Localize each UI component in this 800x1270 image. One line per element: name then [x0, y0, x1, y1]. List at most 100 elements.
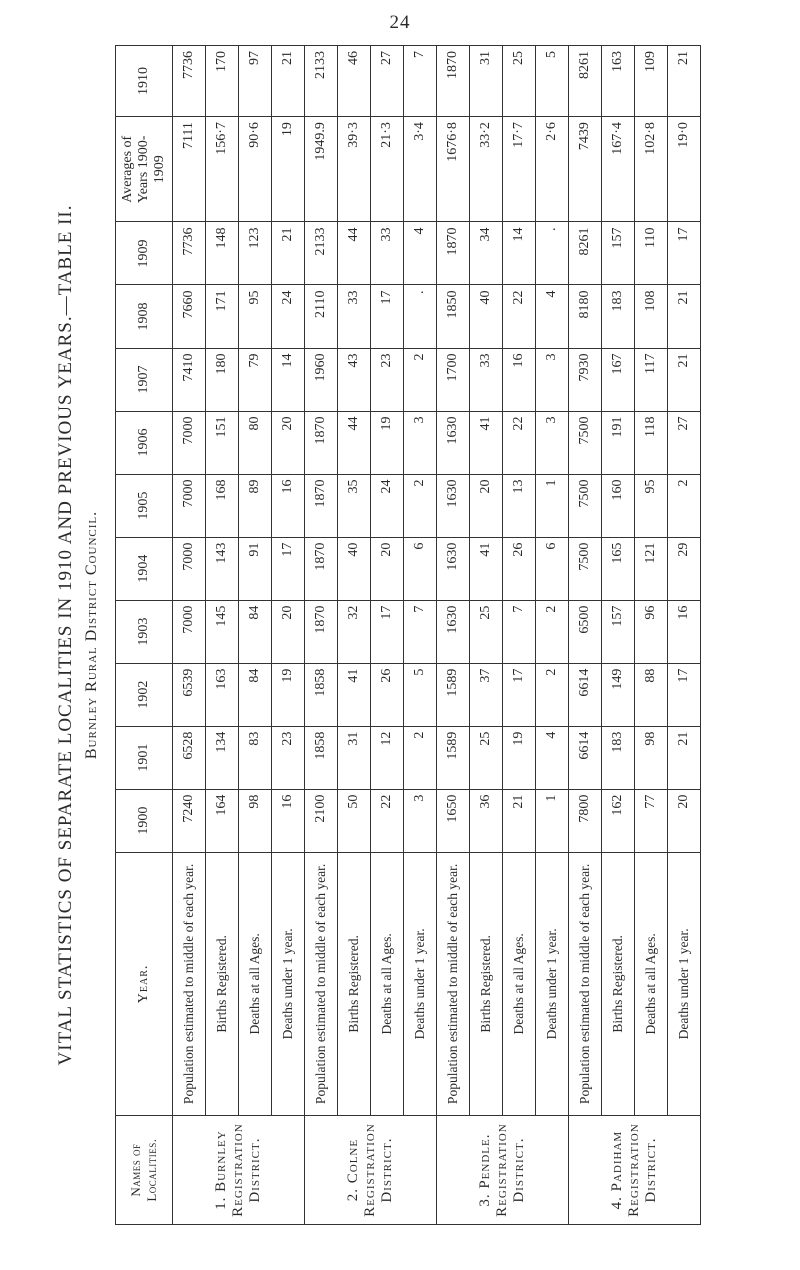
data-cell: 7000 [173, 600, 206, 663]
avg-cell: 21·3 [371, 117, 404, 222]
data-cell: 34 [470, 222, 503, 285]
rotated-content: VITAL STATISTICS OF SEPARATE LOCALITIES … [55, 45, 755, 1225]
data-cell: 3 [404, 789, 437, 852]
data-cell: 7000 [173, 411, 206, 474]
data-cell: 1858 [305, 726, 338, 789]
row-label: Population estimated to middle of each y… [305, 852, 338, 1116]
data-cell: 2 [404, 474, 437, 537]
title-main: VITAL STATISTICS OF SEPARATE LOCALITIES … [55, 45, 77, 1225]
table-row: Deaths under 1 year.142261334.2·65 [536, 46, 569, 1225]
data-cell: 21 [668, 348, 701, 411]
data-cell: 2 [404, 348, 437, 411]
avg-cell: 1949.9 [305, 117, 338, 222]
avg-cell: 167·4 [602, 117, 635, 222]
data-cell: 145 [206, 600, 239, 663]
data-cell: . [404, 285, 437, 348]
avg-cell: 2·6 [536, 117, 569, 222]
avg-cell: 19 [272, 117, 305, 222]
data-cell: 6614 [569, 726, 602, 789]
data-cell: 16 [668, 600, 701, 663]
data-cell: 171 [206, 285, 239, 348]
data-cell: 44 [338, 222, 371, 285]
data-cell: 41 [470, 411, 503, 474]
row-label: Births Registered. [206, 852, 239, 1116]
data-cell: 1630 [437, 474, 470, 537]
data-cell: 33 [371, 222, 404, 285]
data-cell: 3 [404, 411, 437, 474]
last-year-cell: 21 [272, 46, 305, 117]
data-cell: 20 [272, 600, 305, 663]
data-cell: 163 [206, 663, 239, 726]
data-cell: 19 [371, 411, 404, 474]
data-cell: 95 [635, 474, 668, 537]
col-names-of-localities: Names of Localities. [116, 1116, 173, 1225]
data-cell: 123 [239, 222, 272, 285]
row-label: Deaths at all Ages. [371, 852, 404, 1116]
data-cell: 7240 [173, 789, 206, 852]
col-last-year: 1910 [116, 46, 173, 117]
last-year-cell: 7 [404, 46, 437, 117]
data-cell: 7000 [173, 537, 206, 600]
last-year-cell: 2133 [305, 46, 338, 117]
stats-table: Names of Localities. Year. 1900 1901 190… [115, 45, 701, 1225]
data-cell: 118 [635, 411, 668, 474]
table-row: Deaths at all Ages.779888961219511811710… [635, 46, 668, 1225]
table-row: 2. Colne Registration District.Populatio… [305, 46, 338, 1225]
data-cell: 7660 [173, 285, 206, 348]
data-cell: 1870 [305, 600, 338, 663]
data-cell: 17 [668, 222, 701, 285]
data-cell: 19 [272, 663, 305, 726]
row-label: Population estimated to middle of each y… [569, 852, 602, 1116]
row-label: Deaths at all Ages. [635, 852, 668, 1116]
avg-cell: 7111 [173, 117, 206, 222]
data-cell: 1589 [437, 663, 470, 726]
data-cell: 12 [371, 726, 404, 789]
data-cell: 160 [602, 474, 635, 537]
data-cell: 91 [239, 537, 272, 600]
data-cell: 20 [668, 789, 701, 852]
header-row: Names of Localities. Year. 1900 1901 190… [116, 46, 173, 1225]
data-cell: 33 [338, 285, 371, 348]
avg-cell: 1676·8 [437, 117, 470, 222]
avg-cell: 7439 [569, 117, 602, 222]
data-cell: 7 [404, 600, 437, 663]
row-label: Population estimated to middle of each y… [173, 852, 206, 1116]
table-row: Births Registered.1621831491571651601911… [602, 46, 635, 1225]
row-label: Deaths under 1 year. [404, 852, 437, 1116]
col-year-8: 1908 [116, 285, 173, 348]
last-year-cell: 27 [371, 46, 404, 117]
data-cell: 41 [470, 537, 503, 600]
data-cell: 149 [602, 663, 635, 726]
last-year-cell: 7736 [173, 46, 206, 117]
data-cell: 84 [239, 600, 272, 663]
data-cell: 25 [470, 726, 503, 789]
last-year-cell: 1870 [437, 46, 470, 117]
col-averages: Averages of Years 1900-1909 [116, 117, 173, 222]
data-cell: 41 [338, 663, 371, 726]
data-cell: 79 [239, 348, 272, 411]
data-cell: 148 [206, 222, 239, 285]
data-cell: 22 [503, 285, 536, 348]
data-cell: 20 [371, 537, 404, 600]
data-cell: 4 [536, 726, 569, 789]
data-cell: 95 [239, 285, 272, 348]
avg-cell: 33·2 [470, 117, 503, 222]
table-row: Deaths at all Ages.988384849189807995123… [239, 46, 272, 1225]
data-cell: 50 [338, 789, 371, 852]
data-cell: 183 [602, 285, 635, 348]
data-cell: 17 [503, 663, 536, 726]
table-head: Names of Localities. Year. 1900 1901 190… [116, 46, 173, 1225]
data-cell: 23 [371, 348, 404, 411]
data-cell: 40 [338, 537, 371, 600]
data-cell: 16 [503, 348, 536, 411]
data-cell: 84 [239, 663, 272, 726]
data-cell: 24 [272, 285, 305, 348]
data-cell: 1960 [305, 348, 338, 411]
page: 24 VITAL STATISTICS OF SEPARATE LOCALITI… [0, 0, 800, 1270]
avg-cell: 156·7 [206, 117, 239, 222]
data-cell: 134 [206, 726, 239, 789]
data-cell: 43 [338, 348, 371, 411]
data-cell: 20 [272, 411, 305, 474]
data-cell: 35 [338, 474, 371, 537]
data-cell: 1858 [305, 663, 338, 726]
